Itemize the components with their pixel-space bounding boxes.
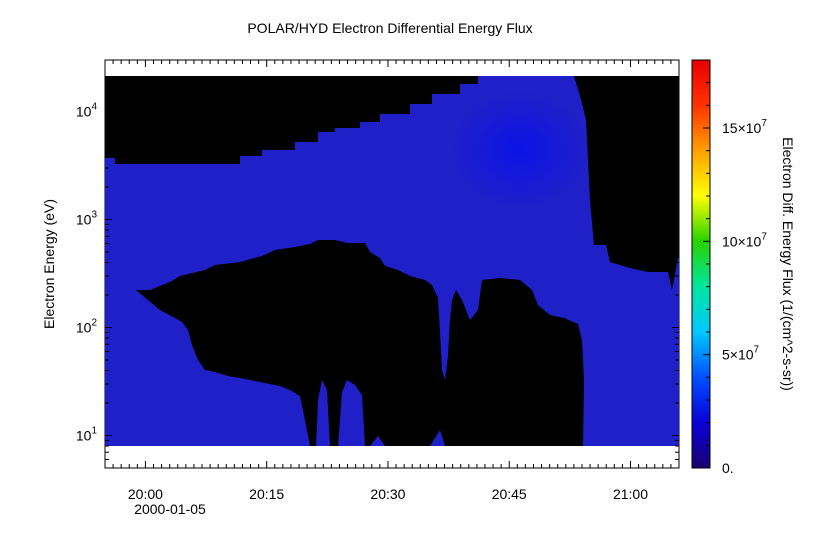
colorbar-label: Electron Diff. Energy Flux (1/(cm^2-s-sr… [780,137,796,391]
colorbar-axis: 0. 5×107 10×107 15×107 [703,59,767,476]
colorbar-tick-label: 0. [722,460,734,476]
y-axis-label: Electron Energy (eV) [41,199,57,329]
x-axis-date-label: 2000-01-05 [134,501,206,517]
colorbar-tick-label: 10×107 [722,231,767,249]
y-tick-label: 104 [76,102,98,120]
y-tick-label: 102 [76,318,98,336]
x-axis: 20:00 20:15 20:30 20:45 21:00 [104,60,680,502]
x-tick-label: 20:15 [249,486,284,502]
flux-peak [450,90,590,210]
colorbar-tick-label: 5×107 [722,345,760,363]
x-tick-label: 20:45 [492,486,527,502]
colorbar-tick-label: 15×107 [722,118,767,136]
low-energy-gap [136,240,584,446]
x-tick-label: 20:00 [128,486,163,502]
y-axis: 101 102 103 104 [76,59,679,469]
y-tick-label: 103 [76,210,98,228]
x-tick-label: 21:00 [613,486,648,502]
spectrogram-image [105,76,679,446]
y-tick-label: 101 [76,425,98,443]
chart-title: POLAR/HYD Electron Differential Energy F… [247,20,533,36]
x-tick-label: 20:30 [370,486,405,502]
